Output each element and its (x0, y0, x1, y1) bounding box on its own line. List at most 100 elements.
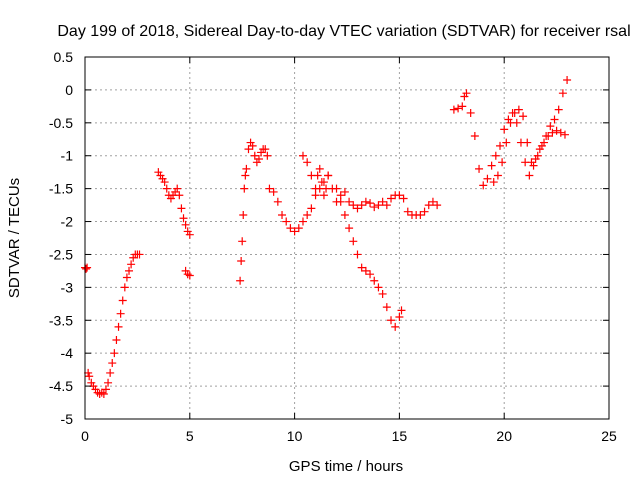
data-point (493, 171, 502, 180)
data-point (550, 115, 559, 124)
data-point (261, 145, 270, 154)
data-point (519, 112, 528, 121)
data-point (324, 171, 333, 180)
data-point (294, 224, 303, 233)
y-tick-label: -4 (61, 345, 74, 361)
data-point (462, 89, 471, 98)
data-point (307, 171, 316, 180)
data-point (554, 105, 563, 114)
data-point (366, 270, 375, 279)
y-tick-label: -2 (61, 214, 74, 230)
data-point (552, 126, 561, 135)
x-tick-label: 15 (392, 428, 408, 444)
data-point (387, 316, 396, 325)
data-point (556, 128, 565, 137)
data-point (101, 385, 110, 394)
data-point (361, 266, 370, 275)
data-point (416, 210, 425, 219)
y-tick-label: -3.5 (49, 312, 73, 328)
x-tick-label: 25 (601, 428, 617, 444)
data-point (496, 141, 505, 150)
data-point (311, 191, 320, 200)
data-point (265, 184, 274, 193)
data-point (336, 197, 345, 206)
data-point (540, 138, 549, 147)
data-point (353, 204, 362, 213)
data-point (523, 138, 532, 147)
data-point (82, 264, 91, 273)
data-point (83, 263, 92, 272)
data-point (108, 359, 117, 368)
data-point (112, 336, 121, 345)
x-tick-label: 5 (186, 428, 194, 444)
data-point (470, 131, 479, 140)
data-point (370, 276, 379, 285)
data-point (487, 161, 496, 170)
x-tick-label: 20 (496, 428, 512, 444)
x-tick-label: 0 (81, 428, 89, 444)
x-tick-label: 10 (287, 428, 303, 444)
data-point (244, 145, 253, 154)
data-points (81, 76, 572, 398)
data-point (357, 263, 366, 272)
data-point (483, 174, 492, 183)
data-point (535, 145, 544, 154)
data-point (162, 184, 171, 193)
data-point (548, 128, 557, 137)
data-point (114, 322, 123, 331)
data-point (397, 306, 406, 315)
data-point (185, 230, 194, 239)
data-point (366, 199, 375, 208)
plot-frame (84, 56, 610, 420)
data-point (127, 260, 136, 269)
data-point (424, 201, 433, 210)
data-point (357, 201, 366, 210)
data-point (510, 108, 519, 117)
data-point (181, 220, 190, 229)
data-point (531, 155, 540, 164)
data-point (298, 217, 307, 226)
y-axis-label: SDTVAR / TECUs (6, 178, 23, 298)
data-point (99, 389, 108, 398)
data-point (546, 122, 555, 131)
data-point (236, 276, 245, 285)
data-point (345, 224, 354, 233)
data-point (286, 224, 295, 233)
y-tick-label: -0.5 (49, 115, 73, 131)
axis-ticks: 0 5 10 15 20 25 0.5 0 -0.5 -1 -1.5 -2 -2.5 -3 -3.5 -4 -4… (49, 49, 617, 444)
chart-title: Day 199 of 2018, Sidereal Day-to-day VTE… (57, 23, 630, 40)
data-point (116, 309, 125, 318)
data-point (374, 283, 383, 292)
data-point (374, 201, 383, 210)
data-point (525, 171, 534, 180)
data-point (527, 158, 536, 167)
data-point (428, 197, 437, 206)
y-tick-label: -1.5 (49, 181, 73, 197)
data-point (378, 289, 387, 298)
data-point (303, 210, 312, 219)
data-point (498, 158, 507, 167)
data-point (560, 130, 569, 139)
data-point (361, 197, 370, 206)
data-point (420, 207, 429, 216)
data-point (282, 217, 291, 226)
data-point (382, 303, 391, 312)
data-point (349, 237, 358, 246)
data-point (514, 105, 523, 114)
data-point (506, 118, 515, 127)
data-point (479, 181, 488, 190)
data-point (110, 349, 119, 358)
data-point (340, 210, 349, 219)
y-tick-label: -4.5 (49, 378, 73, 394)
data-point (563, 76, 572, 85)
data-point (395, 191, 404, 200)
x-axis-label: GPS time / hours (289, 458, 403, 475)
data-point (466, 108, 475, 117)
data-point (345, 197, 354, 206)
data-point (558, 89, 567, 98)
data-point (240, 184, 249, 193)
data-point (387, 194, 396, 203)
data-point (403, 207, 412, 216)
data-point (458, 102, 467, 111)
data-point (349, 201, 358, 210)
